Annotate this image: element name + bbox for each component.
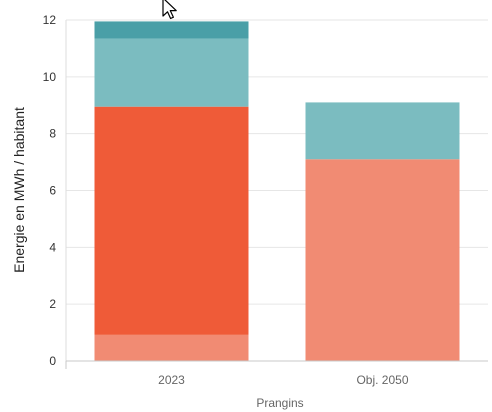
bar-segment[interactable] — [94, 106, 249, 335]
x-tick-label: Obj. 2050 — [356, 373, 408, 387]
bar-segment[interactable] — [94, 21, 249, 39]
bar-segment[interactable] — [305, 159, 460, 361]
y-tick-label: 0 — [49, 354, 56, 368]
x-axis-title: Prangins — [256, 396, 303, 410]
axes — [65, 20, 488, 369]
x-tick-labels: 2023 Obj. 2050 — [158, 373, 409, 387]
y-tick-label: 4 — [49, 240, 56, 254]
y-tick-labels: 0 2 4 6 8 10 12 — [43, 13, 57, 368]
bar-segment[interactable] — [94, 38, 249, 107]
bars — [94, 21, 460, 361]
y-axis-title: Energie en MWh / habitant — [11, 107, 27, 273]
bar-segment[interactable] — [94, 334, 249, 361]
y-tick-label: 12 — [43, 13, 57, 27]
bar-segment[interactable] — [305, 102, 460, 160]
y-tick-label: 10 — [43, 70, 57, 84]
y-tick-label: 6 — [49, 184, 56, 198]
x-tick-label: 2023 — [158, 373, 185, 387]
y-tick-label: 8 — [49, 127, 56, 141]
y-tick-label: 2 — [49, 297, 56, 311]
